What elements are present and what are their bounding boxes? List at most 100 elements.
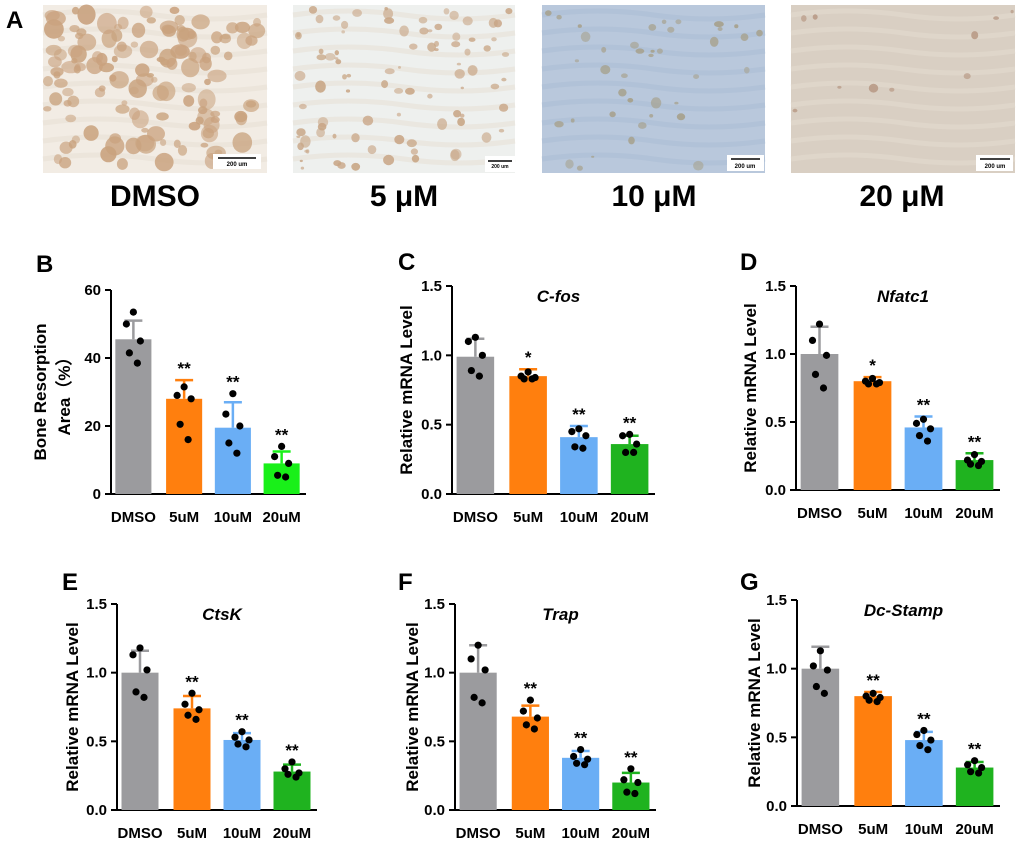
data-point	[140, 693, 148, 701]
texture-band	[790, 116, 1016, 130]
stain-spot	[427, 29, 433, 33]
stain-spot	[156, 112, 169, 121]
y-tick-label: 60	[84, 282, 101, 299]
stain-spot	[191, 14, 210, 30]
data-point	[478, 351, 486, 359]
stain-spot	[453, 110, 462, 118]
x-tick-label: 20uM	[955, 505, 993, 522]
caption-20um: 20 μM	[859, 180, 944, 213]
stain-spot	[427, 42, 436, 52]
y-tick-label: 1.0	[765, 346, 786, 363]
y-tick-label: 1.0	[421, 347, 442, 364]
data-point	[865, 696, 873, 704]
stain-spot	[316, 54, 327, 61]
stain-spot	[76, 28, 87, 37]
data-point	[229, 390, 237, 398]
panel-letter-d: D	[740, 249, 757, 276]
bar-5uM	[173, 708, 211, 810]
data-point	[978, 763, 986, 772]
data-point	[622, 448, 630, 456]
data-point	[822, 351, 831, 359]
stain-spot	[86, 57, 103, 75]
stain-spot	[443, 8, 450, 15]
stain-spot	[618, 88, 627, 97]
texture-band	[790, 62, 1016, 76]
stain-spot	[635, 48, 645, 54]
significance-label: **	[623, 413, 637, 432]
y-tick-label: 0.5	[86, 733, 107, 750]
data-point	[966, 460, 975, 468]
stain-spot	[332, 133, 337, 139]
bar-10uM	[214, 427, 251, 494]
y-axis-label: Area（%）	[54, 349, 74, 436]
stain-spot	[498, 128, 505, 133]
stain-spot	[232, 132, 253, 153]
data-point	[623, 788, 631, 796]
stain-spot	[556, 14, 562, 20]
y-tick-label: 1.0	[766, 661, 787, 678]
data-point	[188, 689, 196, 697]
data-point	[820, 689, 828, 697]
stain-spot	[203, 116, 220, 134]
stain-spot	[77, 4, 96, 25]
x-tick-label: DMSO	[456, 825, 501, 842]
stain-spot	[253, 17, 261, 27]
chart-b: 0 20 40 60 Bone Resorption Area（%） DMSO ** 5uM **…	[31, 282, 306, 526]
stain-spot	[676, 113, 686, 121]
bar-10uM	[904, 427, 943, 490]
data-point	[474, 641, 482, 649]
stain-spot	[740, 33, 749, 41]
stain-spot	[131, 22, 146, 38]
x-tick-label: DMSO	[797, 505, 842, 522]
stain-spot	[345, 89, 351, 93]
data-point	[129, 651, 137, 659]
stain-spot	[399, 25, 409, 37]
scale-label: 200 um	[985, 164, 1006, 170]
data-point	[282, 473, 290, 481]
y-axis-label: Bone Resorption	[31, 324, 50, 461]
stain-spot	[197, 89, 216, 110]
stain-spot	[456, 62, 461, 66]
x-tick-label: 10uM	[223, 825, 261, 842]
stain-spot	[411, 154, 420, 163]
data-point	[225, 439, 233, 447]
data-point	[819, 384, 828, 392]
stain-spot	[574, 59, 580, 63]
data-point	[872, 380, 881, 388]
stain-spot	[801, 15, 807, 22]
significance-label: **	[624, 748, 638, 767]
texture-band	[790, 8, 1016, 22]
stain-spot	[580, 31, 591, 42]
chart-title: Dc-Stamp	[864, 601, 943, 620]
data-point	[912, 419, 921, 427]
stain-spot	[570, 118, 575, 123]
chart-c: 0.0 0.5 1.0 1.5 Relative mRNA Level C-fos DMSO…	[397, 278, 655, 526]
stain-spot	[296, 135, 301, 138]
data-point	[136, 644, 144, 652]
y-tick-label: 1.5	[424, 596, 445, 613]
stain-spot	[434, 48, 439, 52]
stain-spot	[406, 139, 417, 148]
y-tick-label: 0.5	[766, 729, 787, 746]
stain-spot	[226, 22, 239, 34]
stain-spot	[175, 45, 187, 56]
significance-label: **	[185, 672, 199, 691]
data-point	[274, 471, 282, 479]
chart-d: 0.0 0.5 1.0 1.5 Relative mRNA Level Nfatc1 DMS…	[741, 278, 1000, 522]
stain-spot	[650, 97, 662, 109]
data-point	[575, 425, 583, 433]
y-tick-label: 0.0	[86, 802, 107, 819]
stain-spot	[459, 113, 465, 118]
data-point	[467, 366, 475, 375]
data-point	[584, 755, 592, 763]
stain-spot	[410, 148, 418, 155]
stain-spot	[437, 118, 448, 130]
data-point	[571, 443, 579, 451]
stain-spot	[335, 59, 342, 65]
stain-spot	[667, 26, 675, 33]
significance-label: **	[968, 432, 982, 451]
stain-spot	[381, 80, 389, 89]
x-tick-label: 10uM	[905, 821, 943, 838]
